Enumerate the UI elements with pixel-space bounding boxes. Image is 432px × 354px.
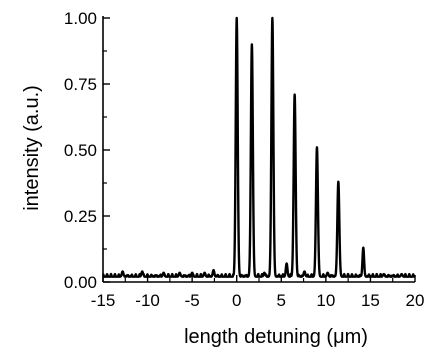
x-tick-label: -15 xyxy=(91,291,116,310)
y-tick-label: 1.00 xyxy=(64,9,97,28)
x-tick-label: 20 xyxy=(406,291,425,310)
x-axis-label: length detuning (μm) xyxy=(184,326,368,348)
x-tick-label: 10 xyxy=(316,291,335,310)
x-tick-label: 15 xyxy=(361,291,380,310)
x-tick-label: 5 xyxy=(277,291,286,310)
y-tick-label: 0.75 xyxy=(64,75,97,94)
y-axis-label: intensity (a.u.) xyxy=(21,85,43,211)
x-tick-label: -5 xyxy=(185,291,200,310)
y-tick-label: 0.25 xyxy=(64,207,97,226)
y-tick-label: 0.50 xyxy=(64,141,97,160)
x-tick-label: -10 xyxy=(135,291,160,310)
axes: -15 -10 -5 0 5 10 15 20 0.00 0.25 0.50 0.75 1.00 xyxy=(64,9,425,310)
plot-area xyxy=(101,16,417,278)
x-tick-label: 0 xyxy=(232,291,241,310)
spectrum-line xyxy=(101,16,417,278)
y-tick-label: 0.00 xyxy=(64,273,97,292)
